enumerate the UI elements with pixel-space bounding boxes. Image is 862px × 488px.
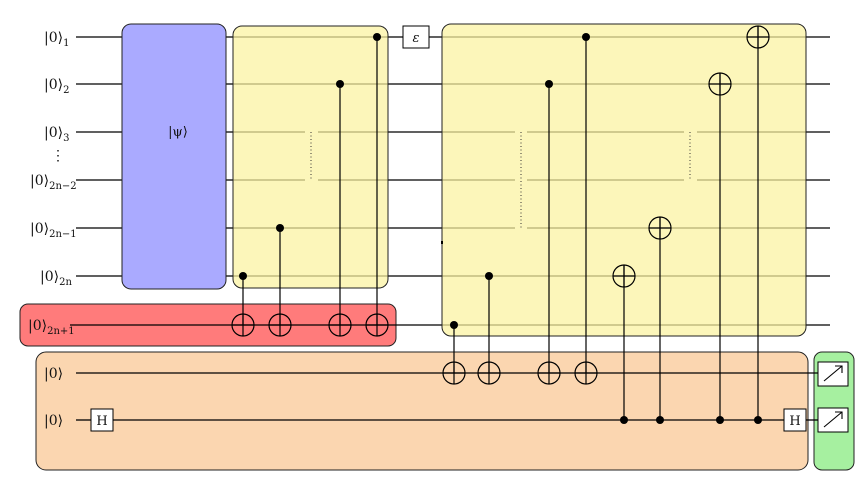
cnot-target bbox=[268, 313, 292, 337]
state-preparation-label: |ψ⟩ bbox=[168, 125, 188, 140]
qubit-label-2n-2: |0⟩2n−2 bbox=[30, 173, 77, 192]
cnot-target bbox=[477, 361, 501, 385]
epsilon-gate bbox=[402, 25, 430, 49]
control-dot bbox=[239, 272, 247, 280]
control-dot bbox=[336, 80, 344, 88]
cnot-target bbox=[574, 361, 598, 385]
control-dot bbox=[545, 80, 553, 88]
hadamard-gate-right bbox=[783, 408, 807, 432]
control-dot bbox=[656, 416, 664, 424]
control-dot bbox=[276, 224, 284, 232]
control-dot bbox=[716, 416, 724, 424]
qubit-labels: |0⟩1 |0⟩2 |0⟩3 ⋮ |0⟩2n−2 |0⟩2n−1 |0⟩2n |… bbox=[28, 30, 77, 429]
epsilon-gate-label: ε bbox=[413, 31, 420, 46]
qubit-label-1: |0⟩1 bbox=[44, 30, 69, 49]
control-dot bbox=[620, 416, 628, 424]
qubit-label-2: |0⟩2 bbox=[44, 77, 69, 96]
cnot-target bbox=[231, 313, 255, 337]
cnot-target bbox=[328, 313, 352, 337]
hadamard-gate-left-label: H bbox=[96, 414, 107, 429]
control-dot bbox=[450, 321, 458, 329]
qubit-label-3: |0⟩3 bbox=[44, 125, 69, 144]
control-lines bbox=[242, 26, 759, 420]
hadamard-gate-left bbox=[90, 408, 114, 432]
cnot-target bbox=[648, 216, 672, 240]
state-preparation-block bbox=[121, 23, 227, 290]
cnot-target bbox=[612, 264, 636, 288]
control-dot bbox=[485, 272, 493, 280]
swap-test-register-block bbox=[35, 351, 809, 471]
ancilla-label-2: |0⟩ bbox=[44, 413, 63, 429]
qubit-label-2n-1: |0⟩2n−1 bbox=[30, 221, 77, 240]
qubit-label-vdots: ⋮ bbox=[51, 148, 65, 164]
hadamard-gate-right-label: H bbox=[789, 414, 800, 429]
cnot-target bbox=[746, 25, 770, 49]
qubit-label-2n: |0⟩2n bbox=[40, 269, 72, 288]
measurement-meter-1 bbox=[817, 361, 849, 387]
cnot-target bbox=[537, 361, 561, 385]
cnot-targets bbox=[231, 25, 770, 385]
cnot-target bbox=[365, 313, 389, 337]
control-dot bbox=[754, 416, 762, 424]
control-dot bbox=[373, 33, 381, 41]
cnot-target bbox=[708, 72, 732, 96]
qubit-label-2n+1: |0⟩2n+1 bbox=[28, 318, 75, 337]
wire-mark bbox=[441, 241, 443, 244]
ancilla-label-1: |0⟩ bbox=[44, 366, 63, 382]
cnot-target bbox=[442, 361, 466, 385]
control-dots bbox=[239, 33, 762, 424]
control-dot bbox=[582, 33, 590, 41]
measurement-meter-2 bbox=[817, 407, 849, 433]
